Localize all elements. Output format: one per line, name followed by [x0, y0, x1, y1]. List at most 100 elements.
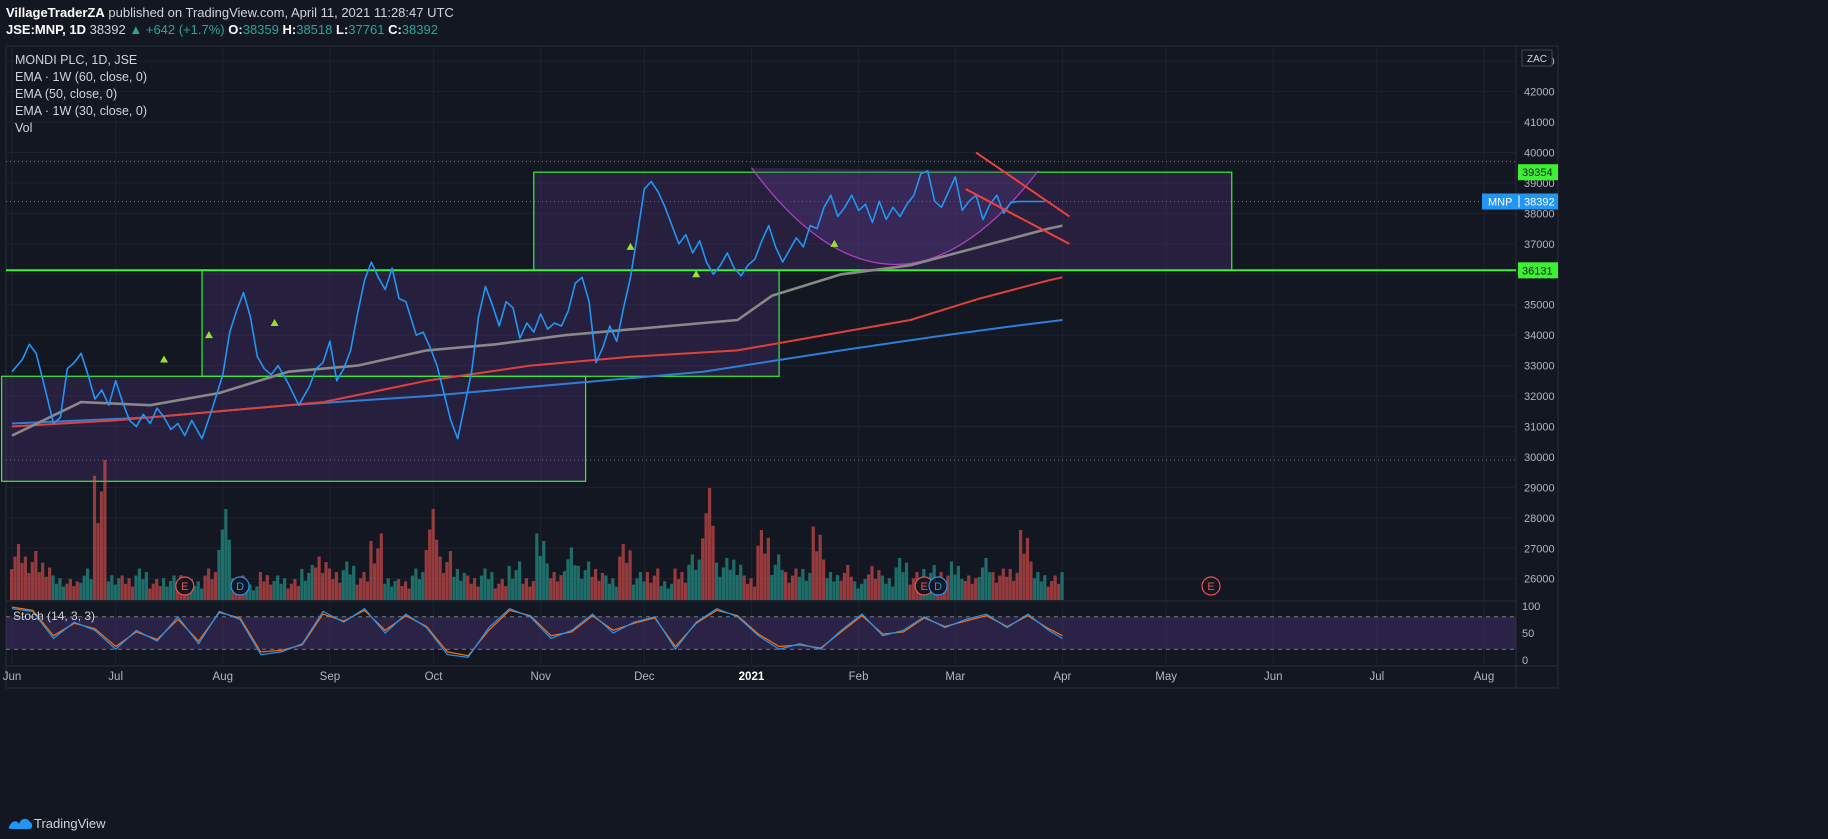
volume-bar	[293, 579, 297, 600]
signal-up-triangle[interactable]	[830, 239, 839, 247]
volume-bar	[500, 579, 504, 600]
volume-bar	[137, 568, 142, 600]
range-box-1[interactable]	[1, 375, 587, 482]
signal-up-triangle[interactable]	[204, 331, 213, 339]
legend-item-ema-50[interactable]: EMA (50, close, 0)	[15, 87, 118, 101]
volume-bar	[659, 586, 663, 600]
cup-pattern[interactable]	[750, 167, 1039, 265]
volume-bar	[725, 558, 729, 600]
dividend-marker[interactable]	[928, 576, 948, 596]
price-change: ▲ +642 (+1.7%)	[129, 22, 225, 37]
earnings-marker[interactable]	[175, 576, 195, 596]
volume-bar	[334, 572, 339, 600]
signal-up-triangle[interactable]	[692, 270, 701, 278]
range-box-2[interactable]	[201, 269, 780, 377]
price-tick-label: 29000	[1524, 482, 1555, 494]
signal-up-triangle[interactable]	[160, 355, 169, 363]
volume-bar	[784, 572, 788, 600]
volume-bar	[842, 572, 846, 600]
volume-bar	[206, 568, 211, 600]
marker-label: E	[181, 581, 188, 593]
flag-upper-trendline[interactable]	[975, 151, 1070, 218]
volume-bar	[265, 575, 269, 600]
volume-bar	[355, 584, 359, 600]
volume-bar	[580, 578, 584, 600]
price-tick-label: 38000	[1524, 208, 1555, 220]
volume-bar	[217, 549, 221, 600]
last-price-badge[interactable]	[1482, 193, 1558, 210]
volume-bar	[110, 575, 114, 600]
flag-lower-trendline[interactable]	[965, 188, 1070, 245]
volume-bar	[846, 565, 850, 600]
time-tick-label: Jun	[1264, 671, 1283, 683]
volume-bar	[815, 551, 819, 600]
volume-bar	[172, 575, 176, 600]
stoch-label[interactable]: Stoch (14, 3, 3)	[13, 609, 95, 623]
tradingview-brand[interactable]: TradingView	[34, 816, 106, 831]
volume-bar	[625, 562, 629, 600]
volume-bar	[23, 556, 28, 600]
volume-bar	[770, 574, 774, 600]
earnings-marker[interactable]	[1201, 576, 1221, 596]
volume-bar	[974, 578, 978, 600]
volume-bar	[410, 575, 415, 600]
volume-bar	[376, 548, 380, 600]
marker-label: D	[934, 581, 942, 593]
volume-bar	[34, 551, 38, 600]
volume-bar	[479, 575, 484, 600]
range-box-3[interactable]	[533, 171, 1233, 271]
footer: TradingView	[0, 808, 1828, 839]
volume-bar	[766, 537, 770, 600]
volume-bar	[1022, 553, 1026, 600]
stoch-band	[6, 616, 1516, 650]
volume-bar	[421, 572, 425, 600]
price-tick-label: 40000	[1524, 148, 1555, 160]
volume-bar	[787, 582, 791, 600]
ema-50-line[interactable]	[11, 224, 1063, 437]
volume-bar	[1060, 572, 1064, 600]
volume-bar	[213, 572, 218, 600]
volume-bar	[441, 573, 446, 600]
volume-bar	[165, 586, 169, 600]
volume-bar	[103, 460, 107, 600]
legend-item-ema-60w[interactable]: EMA · 1W (60, close, 0)	[15, 70, 147, 84]
price-tick-label: 42000	[1524, 87, 1555, 99]
volume-bar	[714, 562, 719, 600]
signal-up-triangle[interactable]	[270, 319, 279, 326]
currency-box[interactable]	[1521, 49, 1553, 67]
legend-item-ema-30w[interactable]: EMA · 1W (30, close, 0)	[15, 104, 147, 118]
stoch-k-line[interactable]	[11, 607, 1063, 658]
volume-bar	[870, 565, 874, 600]
volume-bar	[476, 586, 480, 600]
ema-30w-line[interactable]	[11, 276, 1063, 428]
dividend-marker[interactable]	[230, 576, 250, 596]
publisher-name[interactable]: VillageTraderZA	[6, 5, 105, 20]
volume-bar	[611, 578, 615, 600]
volume-bar	[58, 578, 62, 600]
marker-label: E	[921, 581, 928, 593]
volume-bar	[994, 582, 998, 600]
volume-bar	[428, 529, 432, 600]
volume-bar	[338, 582, 342, 600]
volume-bar	[196, 581, 200, 600]
volume-bar	[1008, 568, 1012, 600]
time-tick-label: Jul	[108, 671, 123, 683]
volume-bar	[749, 578, 753, 600]
tradingview-logo-icon[interactable]	[8, 814, 34, 832]
volume-bar	[642, 581, 646, 600]
volume-bar	[884, 583, 888, 600]
volume-bar	[48, 567, 52, 600]
volume-bar	[746, 583, 750, 600]
price-line[interactable]	[11, 170, 1046, 440]
legend-item-vol[interactable]: Vol	[15, 121, 33, 135]
level-price-badge[interactable]	[1518, 262, 1558, 279]
volume-bar	[728, 569, 732, 600]
legend-title[interactable]: MONDI PLC, 1D, JSE	[15, 53, 138, 67]
volume-bar	[1025, 537, 1030, 600]
signal-up-triangle[interactable]	[626, 242, 635, 250]
volume-bar	[600, 572, 605, 600]
volume-bar	[898, 558, 902, 600]
volume-bar	[960, 578, 964, 600]
level-price-badge[interactable]	[1518, 164, 1558, 181]
